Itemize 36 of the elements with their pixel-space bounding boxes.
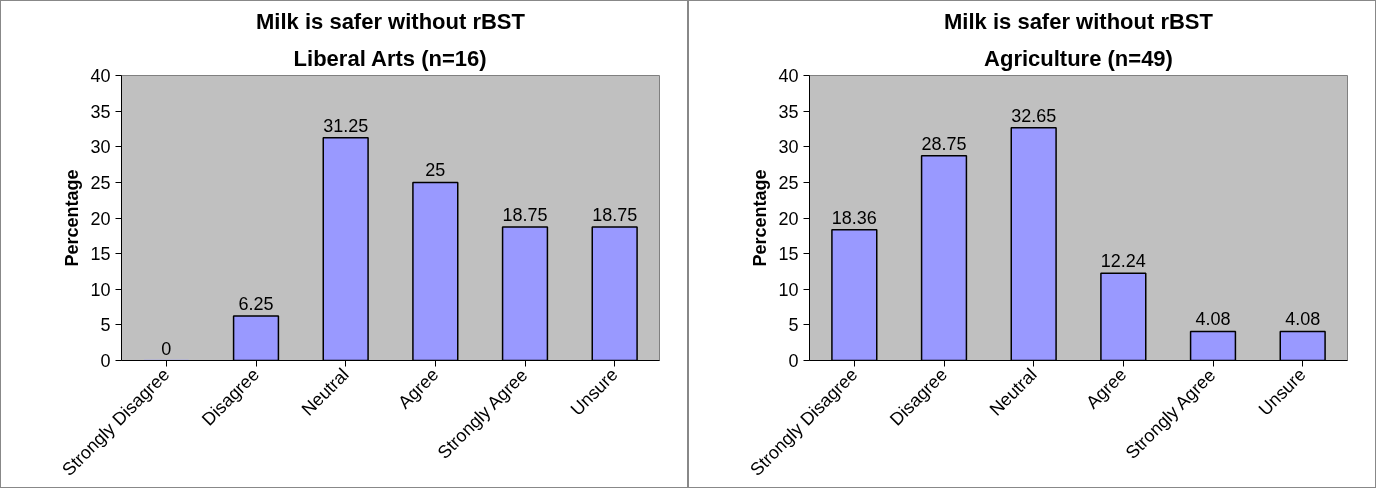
chart-title: Milk is safer without rBST bbox=[256, 8, 526, 34]
y-tick-label: 40 bbox=[90, 66, 111, 86]
y-tick-label: 35 bbox=[90, 101, 111, 122]
data-label: 18.75 bbox=[592, 204, 638, 225]
data-label: 4.08 bbox=[1285, 309, 1321, 330]
y-tick-label: 0 bbox=[100, 351, 111, 371]
y-tick-label: 20 bbox=[778, 208, 799, 229]
chart-title: Milk is safer without rBST bbox=[944, 8, 1214, 34]
y-tick-label: 5 bbox=[788, 315, 799, 336]
y-tick-label: 20 bbox=[90, 208, 111, 229]
data-label: 18.36 bbox=[831, 207, 877, 228]
y-tick-label: 15 bbox=[90, 244, 111, 265]
chart-subtitle: Agriculture (n=49) bbox=[984, 45, 1173, 71]
data-label: 25 bbox=[425, 160, 446, 181]
y-axis-title: Percentage bbox=[750, 169, 771, 267]
data-label: 32.65 bbox=[1011, 105, 1057, 126]
data-label: 28.75 bbox=[921, 133, 967, 154]
y-tick-label: 30 bbox=[90, 137, 111, 158]
data-label: 18.75 bbox=[502, 204, 548, 225]
y-tick-label: 30 bbox=[778, 137, 799, 158]
y-tick-label: 10 bbox=[90, 279, 111, 300]
data-label: 4.08 bbox=[1195, 309, 1231, 330]
y-tick-label: 10 bbox=[778, 279, 799, 300]
y-tick-label: 0 bbox=[788, 351, 799, 371]
y-tick-label: 5 bbox=[100, 315, 111, 336]
y-tick-label: 40 bbox=[778, 66, 799, 86]
data-label: 31.25 bbox=[323, 115, 369, 136]
y-axis-title: Percentage bbox=[62, 169, 83, 267]
y-tick-label: 35 bbox=[778, 101, 799, 122]
data-label: 0 bbox=[161, 338, 172, 359]
y-tick-label: 25 bbox=[90, 172, 111, 193]
data-label: 6.25 bbox=[238, 293, 274, 314]
y-tick-label: 15 bbox=[778, 244, 799, 265]
chart-subtitle: Liberal Arts (n=16) bbox=[293, 45, 487, 71]
y-tick-label: 25 bbox=[778, 172, 799, 193]
data-label: 12.24 bbox=[1100, 251, 1146, 272]
